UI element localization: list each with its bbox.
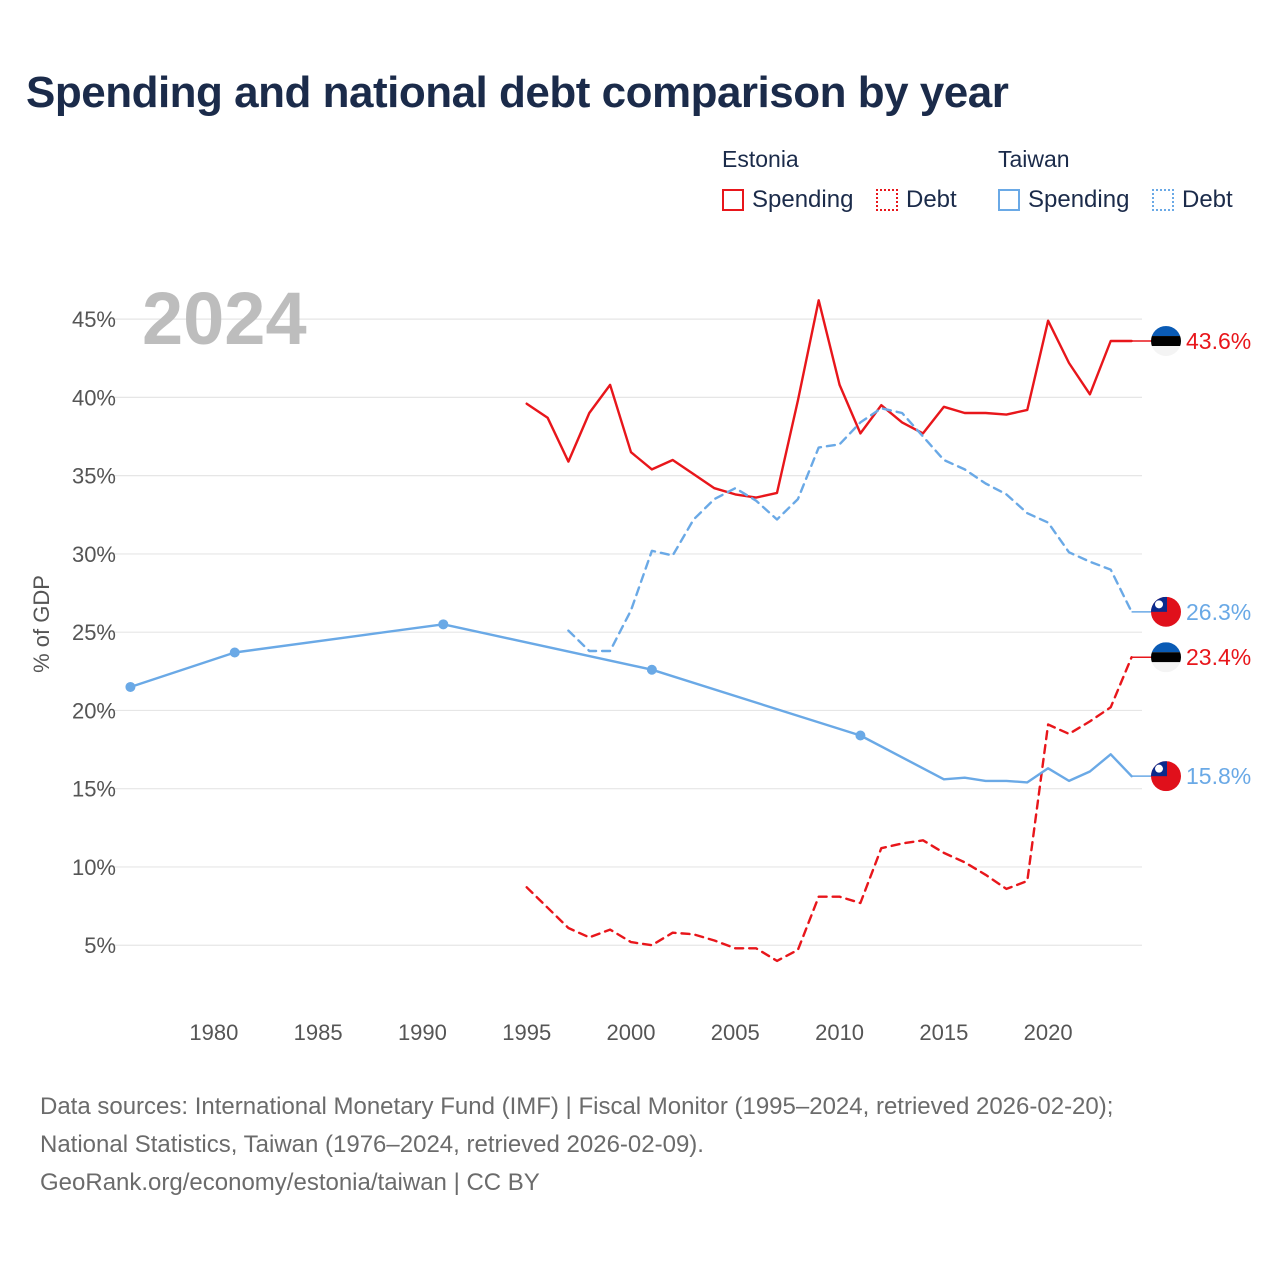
dotted-swatch-icon	[1152, 189, 1174, 211]
x-tick-label: 2020	[1024, 1020, 1073, 1045]
legend-item-estonia-debt[interactable]: Debt	[876, 186, 957, 214]
x-tick-label: 1990	[398, 1020, 447, 1045]
legend-item-taiwan-spending[interactable]: Spending	[998, 186, 1129, 214]
line-chart: 2024 5% 10% 15% 20% 25% 30% 35% 40% 45% 1980 1985…	[72, 277, 1251, 1045]
end-value-label: 15.8%	[1186, 763, 1251, 789]
grid	[112, 318, 1142, 946]
end-labels: 43.6% 23.4% 15.8% 26.3%	[1131, 326, 1251, 792]
legend-label: Debt	[906, 186, 957, 213]
end-value-label: 23.4%	[1186, 644, 1251, 670]
chart-title: Spending and national debt comparison by…	[26, 68, 1009, 117]
series-line-taiwan-debt[interactable]	[567, 407, 1133, 653]
series-line-estonia-spending[interactable]	[525, 299, 1133, 499]
estonia-flag-icon	[1151, 642, 1181, 673]
x-tick-label: 1995	[502, 1020, 551, 1045]
x-tick-label: 2000	[607, 1020, 656, 1045]
solid-swatch-icon	[998, 189, 1020, 211]
series-lines	[129, 299, 1133, 963]
y-tick-label: 20%	[72, 698, 116, 723]
y-tick-label: 10%	[72, 855, 116, 880]
y-tick-label: 40%	[72, 385, 116, 410]
x-tick-label: 1985	[294, 1020, 343, 1045]
data-point-marker[interactable]	[229, 647, 240, 658]
y-tick-label: 30%	[72, 542, 116, 567]
x-tick-label: 2010	[815, 1020, 864, 1045]
data-point-marker[interactable]	[125, 681, 136, 692]
estonia-flag-icon	[1151, 326, 1181, 357]
legend-label: Debt	[1182, 186, 1233, 213]
legend-label: Spending	[752, 186, 854, 213]
x-tick-label: 2015	[919, 1020, 968, 1045]
series-line-estonia-debt[interactable]	[525, 656, 1133, 963]
end-value-label: 26.3%	[1186, 599, 1251, 625]
footer-credit-line: GeoRank.org/economy/estonia/taiwan | CC …	[40, 1169, 540, 1196]
series-markers	[125, 619, 866, 741]
y-tick-label: 45%	[72, 307, 116, 332]
end-value-label: 43.6%	[1186, 328, 1251, 354]
y-tick-label: 5%	[84, 933, 116, 958]
legend-group-taiwan: Taiwan	[998, 146, 1070, 172]
x-tick-label: 2005	[711, 1020, 760, 1045]
legend-item-estonia-spending[interactable]: Spending	[722, 186, 853, 214]
legend-label: Spending	[1028, 186, 1130, 213]
taiwan-flag-icon	[1151, 596, 1181, 627]
data-point-marker[interactable]	[646, 664, 657, 675]
series-line-taiwan-spending[interactable]	[129, 623, 1133, 784]
y-tick-label: 35%	[72, 464, 116, 489]
y-axis-ticks: 5% 10% 15% 20% 25% 30% 35% 40% 45%	[72, 307, 116, 958]
year-label: 2024	[142, 277, 307, 360]
legend-item-taiwan-debt[interactable]: Debt	[1152, 186, 1233, 214]
footer-sources-line: National Statistics, Taiwan (1976–2024, …	[40, 1131, 704, 1158]
data-point-marker[interactable]	[855, 730, 866, 741]
dotted-swatch-icon	[876, 189, 898, 211]
solid-swatch-icon	[722, 189, 744, 211]
y-tick-label: 25%	[72, 620, 116, 645]
x-tick-label: 1980	[189, 1020, 238, 1045]
x-axis-ticks: 1980 1985 1990 1995 2000 2005 2010 2015 2020	[189, 1020, 1072, 1045]
footer-sources-line: Data sources: International Monetary Fun…	[40, 1093, 1114, 1120]
legend-group-estonia: Estonia	[722, 146, 799, 172]
y-tick-label: 15%	[72, 777, 116, 802]
data-point-marker[interactable]	[438, 619, 449, 630]
taiwan-flag-icon	[1151, 761, 1181, 792]
footer: Data sources: International Monetary Fun…	[40, 1088, 1260, 1202]
